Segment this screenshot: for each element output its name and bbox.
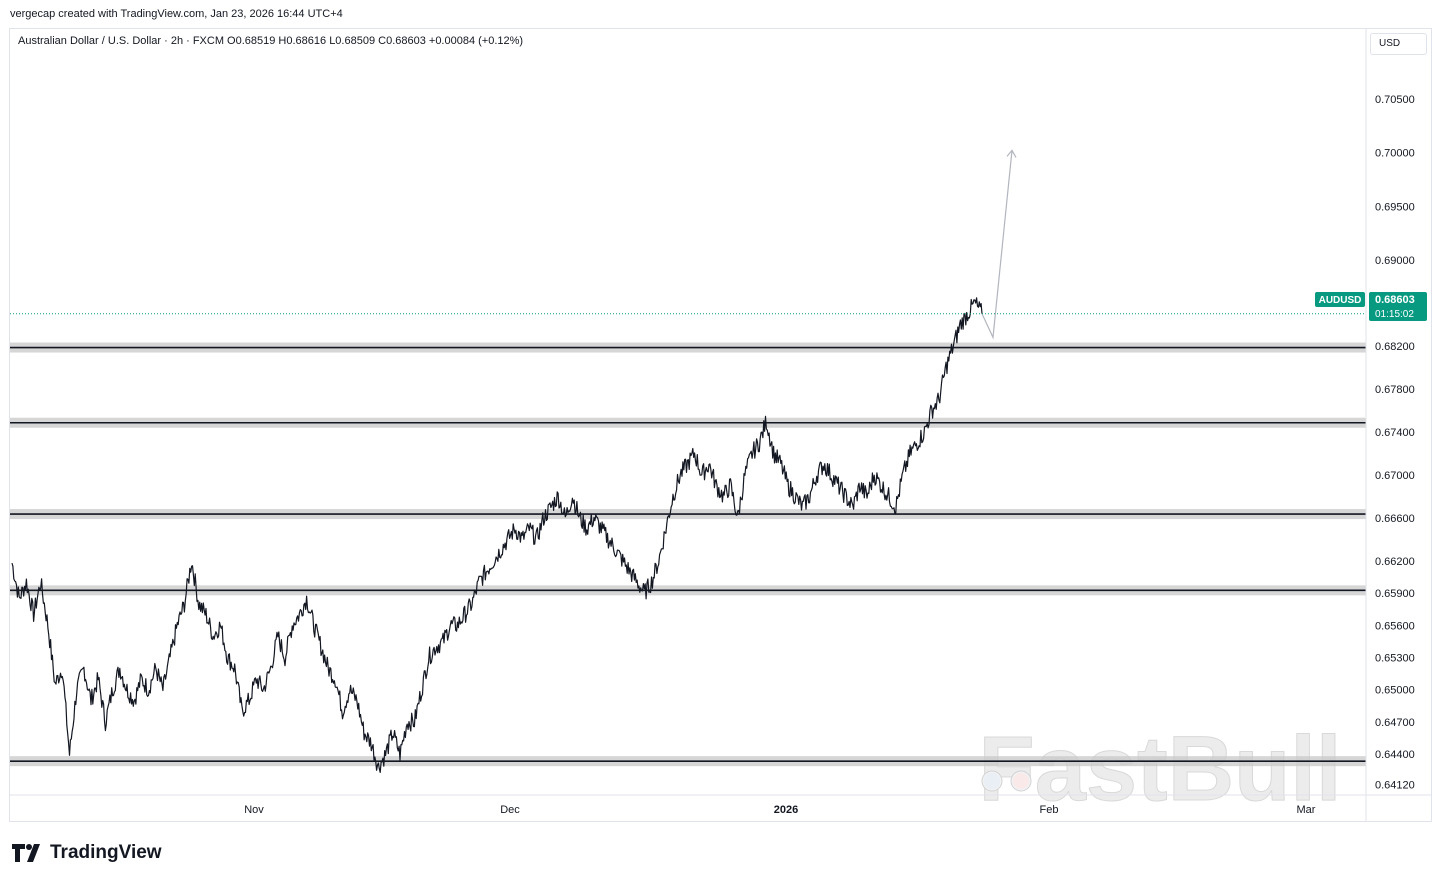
y-tick-label-16: 0.64120 (1375, 779, 1415, 791)
plot-area (10, 149, 1366, 774)
x-tick-label-2: 2026 (774, 804, 798, 816)
y-tick-label-0: 0.70500 (1375, 94, 1415, 106)
y-tick-label-6: 0.67400 (1375, 427, 1415, 439)
fastbull-watermark: FastBull (979, 718, 1342, 820)
y-tick-label-8: 0.66600 (1375, 513, 1415, 525)
y-tick-label-14: 0.64700 (1375, 717, 1415, 729)
x-tick-label-1: Dec (500, 804, 520, 816)
y-tick-label-12: 0.65300 (1375, 652, 1415, 664)
watermark-flag-badges (981, 770, 1032, 792)
y-tick-label-7: 0.67000 (1375, 470, 1415, 482)
bar-countdown: 01:15:02 (1375, 309, 1414, 320)
tradingview-logo-icon (12, 844, 40, 862)
last-price-value: 0.68603 (1375, 294, 1415, 306)
last-price-tag: 0.68603 01:15:02 (1369, 292, 1427, 321)
currency-button[interactable]: USD (1370, 33, 1427, 55)
chart-frame (9, 28, 1432, 822)
time-scale[interactable]: Nov Dec 2026 Feb Mar (244, 804, 1316, 816)
x-tick-label-4: Mar (1297, 804, 1316, 816)
forecast-arrow[interactable] (981, 150, 1013, 340)
price-series (11, 297, 983, 774)
y-tick-label-9: 0.66200 (1375, 556, 1415, 568)
y-tick-label-10: 0.65900 (1375, 588, 1415, 600)
x-tick-label-0: Nov (244, 804, 264, 816)
forecast-arrowhead (1006, 149, 1017, 158)
y-tick-label-13: 0.65000 (1375, 685, 1415, 697)
tradingview-brand: TradingView (50, 842, 162, 863)
chart-attribution: vergecap created with TradingView.com, J… (10, 8, 343, 20)
symbol-legend: Australian Dollar / U.S. Dollar · 2h · F… (18, 35, 524, 47)
y-tick-label-11: 0.65600 (1375, 620, 1415, 632)
y-tick-label-3: 0.69000 (1375, 255, 1415, 267)
y-tick-label-15: 0.64400 (1375, 749, 1415, 761)
y-tick-label-5: 0.67800 (1375, 384, 1415, 396)
y-tick-label-1: 0.70000 (1375, 148, 1415, 160)
y-tick-label-4: 0.68200 (1375, 341, 1415, 353)
price-scale[interactable]: 0.70500 0.70000 0.69500 0.69000 0.68200 0.678… (1375, 94, 1415, 791)
tradingview-logo[interactable]: TradingView (12, 842, 162, 864)
symbol-price-label: AUDUSD (1315, 292, 1365, 307)
y-tick-label-2: 0.69500 (1375, 201, 1415, 213)
x-tick-label-3: Feb (1040, 804, 1059, 816)
symbol-label: AUDUSD (1319, 295, 1362, 306)
